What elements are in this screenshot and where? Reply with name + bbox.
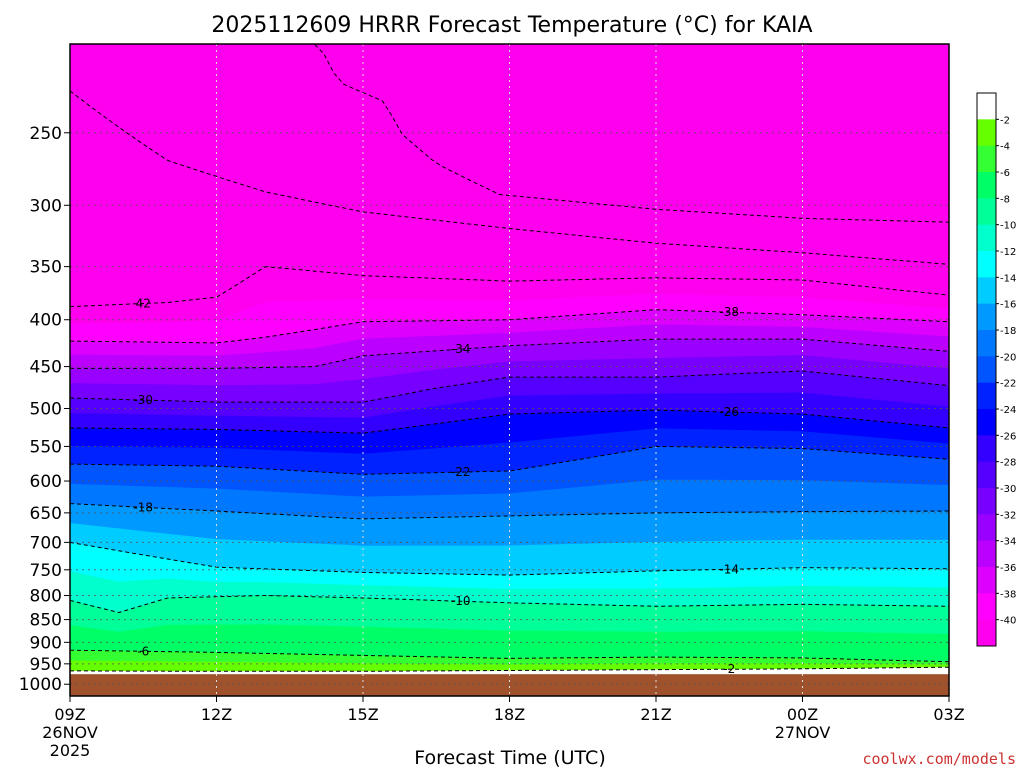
isotherm-label-14: -14 — [719, 562, 739, 576]
colorbar-swatch-4 — [977, 198, 996, 226]
isotherm-label-38: -38 — [719, 305, 739, 319]
colorbar-label--18: -18 — [1000, 326, 1016, 337]
x-tick-label-09Z: 09Z — [54, 705, 85, 724]
isotherm-label-10: -10 — [451, 594, 471, 608]
y-axis: 2503003504004505005506006507007508008509… — [19, 124, 70, 695]
y-tick-label-800: 800 — [30, 586, 62, 606]
colorbar-swatch-9 — [977, 330, 996, 357]
y-tick-label-750: 750 — [30, 561, 62, 581]
x-tick-label-18Z: 18Z — [494, 705, 525, 724]
y-tick-label-950: 950 — [30, 655, 62, 675]
y-tick-label-1000: 1000 — [19, 675, 62, 695]
x-axis-label: Forecast Time (UTC) — [414, 747, 605, 768]
temperature-color-fill — [70, 44, 949, 696]
colorbar-swatch-13 — [977, 435, 996, 463]
colorbar-swatch-8 — [977, 303, 996, 331]
y-tick-label-250: 250 — [30, 124, 62, 144]
colorbar-label--12: -12 — [1000, 247, 1016, 258]
colorbar-label--36: -36 — [1000, 563, 1016, 574]
x-tick-label-21Z: 21Z — [640, 705, 671, 724]
colorbar-label--22: -22 — [1000, 379, 1016, 390]
colorbar-swatch-2 — [977, 145, 996, 173]
colorbar-swatch-10 — [977, 356, 996, 384]
isotherm-44 — [70, 90, 949, 265]
x-tick-label-15Z: 15Z — [347, 705, 378, 724]
colorbar-swatch-14 — [977, 461, 996, 489]
y-tick-label-550: 550 — [30, 437, 62, 457]
isotherm-42 — [70, 266, 949, 308]
watermark: coolwx.com/models — [862, 750, 1016, 768]
colorbar-label--2: -2 — [1000, 115, 1010, 126]
colorbar-swatch-3 — [977, 172, 996, 199]
x-date-label-00Z: 27NOV — [775, 723, 831, 742]
isotherm-34 — [70, 338, 949, 369]
x-tick-label-12Z: 12Z — [201, 705, 232, 724]
colorbar-swatch-16 — [977, 514, 996, 542]
isotherm-label-34: -34 — [451, 342, 471, 356]
y-tick-label-300: 300 — [30, 196, 62, 216]
colorbar-swatch-0 — [977, 93, 996, 120]
colorbar-swatch-12 — [977, 409, 996, 436]
colorbar-label--26: -26 — [1000, 431, 1016, 442]
isotherm-labels: -2 -6 -10 -14 -18 -22 -26 -30 -34 -38 42 — [133, 296, 739, 676]
y-tick-label-450: 450 — [30, 358, 62, 378]
x-year-label-09Z: 2025 — [50, 741, 91, 760]
isotherm-lines — [70, 44, 949, 672]
y-tick-label-700: 700 — [30, 533, 62, 553]
colorbar-label--28: -28 — [1000, 458, 1016, 469]
colorbar-swatch-20 — [977, 619, 996, 647]
colorbar-legend: -2 -4 -6 -8 -10 -12 -14 -16 -18 -20 -22 -24 -26 -28 -3… — [976, 92, 1016, 647]
colorbar-label--30: -30 — [1000, 484, 1016, 495]
colorbar-swatch-18 — [977, 567, 996, 594]
colorbar-swatch-5 — [977, 224, 996, 252]
isotherm-label-26: -26 — [719, 405, 739, 419]
x-date-label-09Z: 26NOV — [42, 723, 98, 742]
y-tick-label-350: 350 — [30, 258, 62, 278]
y-tick-label-900: 900 — [30, 633, 62, 653]
isotherm-label-22: -22 — [451, 465, 471, 479]
colorbar-label--14: -14 — [1000, 273, 1016, 284]
isotherm-label-30: -30 — [133, 393, 153, 407]
isotherm-14 — [70, 541, 949, 576]
colorbar-frame — [976, 92, 997, 647]
y-tick-label-600: 600 — [30, 472, 62, 492]
isotherm-38 — [70, 309, 949, 344]
colorbar-swatch-11 — [977, 382, 996, 410]
isotherm-30 — [70, 370, 949, 403]
isotherm-10 — [70, 594, 949, 614]
chart-title: 2025112609 HRRR Forecast Temperature (°C… — [211, 13, 812, 38]
colorbar-label--34: -34 — [1000, 537, 1016, 548]
colorbar-label--40: -40 — [1000, 616, 1016, 627]
colorbar-label--20: -20 — [1000, 352, 1016, 363]
colorbar-label--38: -38 — [1000, 589, 1016, 600]
y-tick-label-650: 650 — [30, 504, 62, 524]
colorbar-swatch-7 — [977, 277, 996, 305]
isotherm-label-6: -6 — [137, 644, 149, 658]
colorbar-label--10: -10 — [1000, 221, 1016, 232]
isotherm-label-42: 42 — [136, 296, 151, 310]
y-tick-label-400: 400 — [30, 311, 62, 331]
colorbar-swatch-1 — [977, 119, 996, 147]
colorbar-label--4: -4 — [1000, 142, 1010, 153]
isotherm-label-18: -18 — [133, 500, 153, 514]
x-tick-label-03Z: 03Z — [933, 705, 964, 724]
colorbar-label--6: -6 — [1000, 168, 1010, 179]
ground-terrain — [70, 674, 949, 696]
colorbar-label--24: -24 — [1000, 405, 1016, 416]
colorbar-swatch-6 — [977, 251, 996, 278]
colorbar-label--8: -8 — [1000, 194, 1010, 205]
colorbar-swatch-15 — [977, 488, 996, 515]
isotherm-label-2: -2 — [723, 662, 735, 676]
colorbar-swatch-19 — [977, 593, 996, 621]
colorbar-label--16: -16 — [1000, 300, 1016, 311]
isotherm-46 — [70, 44, 949, 223]
colorbar-label--32: -32 — [1000, 510, 1016, 521]
x-tick-label-00Z: 00Z — [787, 705, 818, 724]
y-tick-label-850: 850 — [30, 611, 62, 631]
colorbar-swatch-17 — [977, 540, 996, 568]
y-tick-label-500: 500 — [30, 400, 62, 420]
